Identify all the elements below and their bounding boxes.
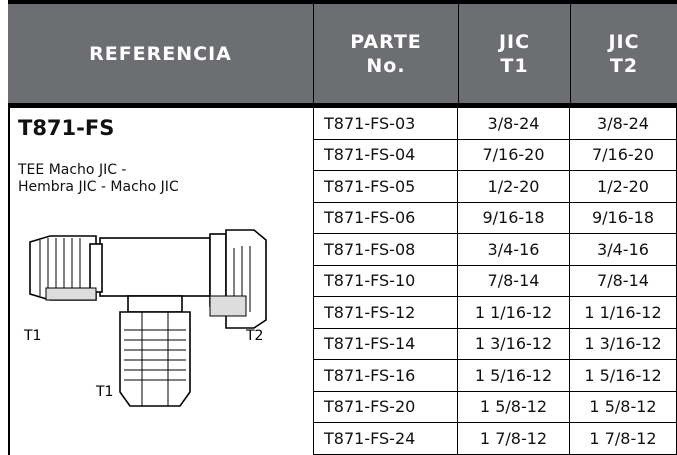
jic-size: 7/16-20 xyxy=(570,139,677,171)
jic-size: 3/4-16 xyxy=(458,234,570,266)
header-line: PARTE xyxy=(350,30,422,53)
jic-size: 7/8-14 xyxy=(458,265,570,297)
jic-size: 1 1/16-12 xyxy=(458,297,570,329)
tee-body xyxy=(99,237,211,297)
column-header: REFERENCIA xyxy=(8,4,313,103)
jic-size: 1 5/16-12 xyxy=(458,360,570,392)
jic-size: 3/4-16 xyxy=(570,234,677,266)
fitting-drawing xyxy=(29,229,267,407)
header-line: JIC xyxy=(498,30,531,53)
drawing-label: T1 xyxy=(96,384,114,400)
header-line: T2 xyxy=(609,54,639,77)
jic-size: 7/8-14 xyxy=(570,265,677,297)
jic-size: 1 7/8-12 xyxy=(458,423,570,455)
header-line: JIC xyxy=(608,30,640,53)
left-section xyxy=(45,287,97,301)
right-section xyxy=(209,295,247,317)
product-description: TEE Macho JIC - Hembra JIC - Macho JIC xyxy=(18,162,179,196)
top-rule xyxy=(8,0,677,4)
jic-size: 1/2-20 xyxy=(570,171,677,203)
jic-size: 3/8-24 xyxy=(570,108,677,140)
description-line: TEE Macho JIC - xyxy=(18,162,127,178)
part-number: T871-FS-04 xyxy=(313,139,458,171)
column-header: PARTE No. xyxy=(313,4,458,103)
jic-size: 1 3/16-12 xyxy=(458,328,570,360)
part-number: T871-FS-06 xyxy=(313,202,458,234)
part-number: T871-FS-08 xyxy=(313,234,458,266)
product-title: T871-FS xyxy=(18,116,115,140)
left-thread xyxy=(39,238,81,298)
jic-size: 1 5/16-12 xyxy=(570,360,677,392)
drawing-label: T2 xyxy=(246,328,264,344)
jic-size: 1 3/16-12 xyxy=(570,328,677,360)
header-line: T1 xyxy=(500,54,529,77)
jic-size: 1 5/8-12 xyxy=(570,391,677,423)
part-number: T871-FS-03 xyxy=(313,108,458,140)
jic-size: 1 5/8-12 xyxy=(458,391,570,423)
part-number: T871-FS-16 xyxy=(313,360,458,392)
header-line: REFERENCIA xyxy=(89,42,232,65)
right-hex xyxy=(209,233,227,307)
part-number: T871-FS-10 xyxy=(313,265,458,297)
left-hex xyxy=(89,243,103,293)
jic-size: 1 1/16-12 xyxy=(570,297,677,329)
jic-size: 7/16-20 xyxy=(458,139,570,171)
jic-size: 1/2-20 xyxy=(458,171,570,203)
drawing-label: T1 xyxy=(24,328,42,344)
left-rule xyxy=(8,108,10,455)
jic-size: 9/16-18 xyxy=(570,202,677,234)
stem-thread xyxy=(124,329,186,381)
description-line: Hembra JIC - Macho JIC xyxy=(18,179,179,195)
column-header: JIC T2 xyxy=(570,4,677,103)
part-number: T871-FS-14 xyxy=(313,328,458,360)
stem-male-end xyxy=(119,311,191,407)
header-rule xyxy=(8,103,677,108)
header-line: No. xyxy=(366,54,406,77)
part-number: T871-FS-24 xyxy=(313,423,458,455)
part-number: T871-FS-12 xyxy=(313,297,458,329)
column-header: JIC T1 xyxy=(458,4,570,103)
part-number: T871-FS-20 xyxy=(313,391,458,423)
jic-size: 9/16-18 xyxy=(458,202,570,234)
stem-bore xyxy=(141,312,169,406)
part-number: T871-FS-05 xyxy=(313,171,458,203)
stem-hex xyxy=(127,295,183,313)
jic-size: 1 7/8-12 xyxy=(570,423,677,455)
jic-size: 3/8-24 xyxy=(458,108,570,140)
